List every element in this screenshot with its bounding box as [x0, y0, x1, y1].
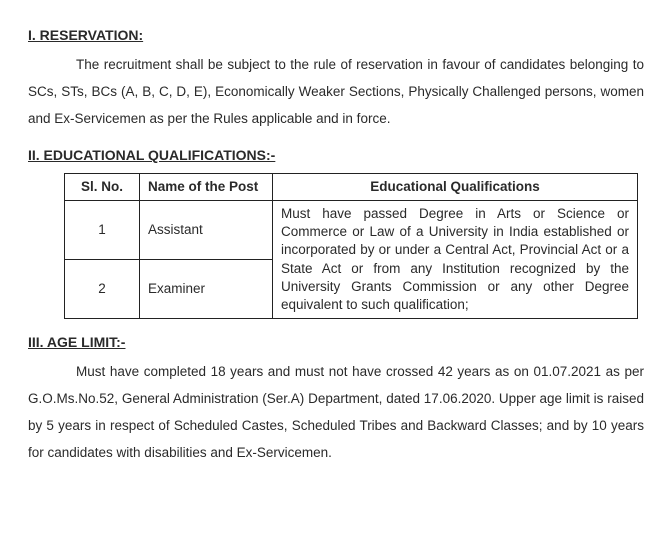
cell-postname: Examiner — [140, 260, 273, 319]
col-header-slno: Sl. No. — [65, 173, 140, 200]
section-3-heading: III. AGE LIMIT:- — [28, 333, 644, 352]
col-header-qualifications: Educational Qualifications — [273, 173, 638, 200]
table-row: 1 Assistant Must have passed Degree in A… — [65, 201, 638, 260]
section-2-heading: II. EDUCATIONAL QUALIFICATIONS:- — [28, 146, 644, 165]
cell-postname: Assistant — [140, 201, 273, 260]
section-1-text: The recruitment shall be subject to the … — [28, 51, 644, 132]
cell-slno: 2 — [65, 260, 140, 319]
section-3-text: Must have completed 18 years and must no… — [28, 358, 644, 466]
cell-slno: 1 — [65, 201, 140, 260]
col-header-postname: Name of the Post — [140, 173, 273, 200]
section-1-heading: I. RESERVATION: — [28, 26, 644, 45]
qualifications-table: Sl. No. Name of the Post Educational Qua… — [64, 173, 638, 320]
cell-qualification: Must have passed Degree in Arts or Scien… — [273, 201, 638, 319]
table-header-row: Sl. No. Name of the Post Educational Qua… — [65, 173, 638, 200]
